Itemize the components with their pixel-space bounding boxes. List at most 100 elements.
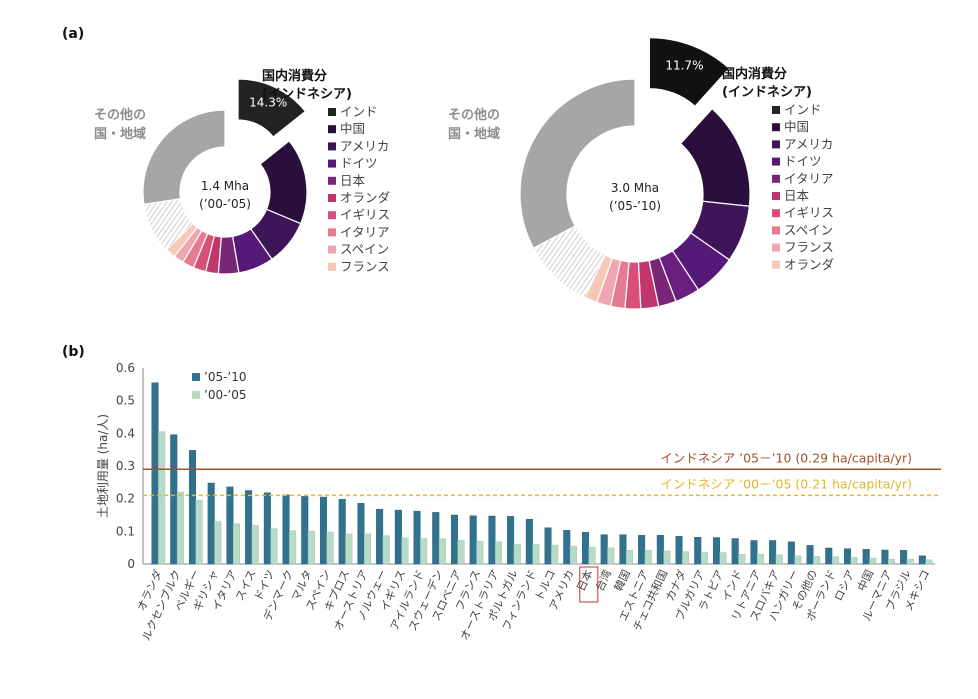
bar [600,534,608,565]
legend-swatch [772,140,780,149]
legend-label: スペイン [784,222,833,237]
legend-swatch [772,260,780,269]
legend-label: イタリア [340,224,390,239]
bar [719,552,727,565]
bar [787,541,795,565]
y-tick-label: 0.5 [116,394,135,408]
domestic-label: (インドネシア) [722,85,812,100]
bar [581,532,589,565]
domestic-label: 国内消費分 [722,66,787,82]
center-label: (’00-’05) [199,197,251,211]
bar [862,549,870,565]
bar [251,525,259,565]
bar [469,515,477,565]
bar [151,382,159,565]
bar [825,547,833,565]
domestic-label: 国内消費分 [262,68,327,84]
legend-label: イギリス [784,205,834,220]
legend-label: アメリカ [784,136,833,151]
bar [644,550,652,565]
y-tick-label: 0.1 [116,524,135,538]
y-axis-label: 土地利用量 (ha/人) [96,414,110,518]
legend-label: 日本 [784,188,810,203]
bar [270,528,278,565]
bar [544,527,552,565]
bar [357,503,365,565]
legend-swatch [192,373,200,381]
donut-chart-00-05: 14.3% 1.4 Mha (’00-’05) 国内消費分 (インドネシア) その他の国・… [94,68,390,275]
bar [569,545,577,565]
panel-a-label: (a) [62,26,84,42]
center-label: (’05-’10) [609,199,661,213]
legend-label: ドイツ [784,154,822,169]
bar [881,549,889,565]
bar [495,541,503,565]
bar [626,550,634,565]
bar [906,558,914,565]
bar [675,536,683,565]
bar [588,546,596,565]
legend-swatch [192,391,200,399]
y-tick-label: 0.2 [116,492,135,506]
bar [188,450,196,565]
domestic-share-label: 14.3% [249,95,287,109]
legend-label: イギリス [340,207,390,222]
legend-label: ’05-’10 [204,370,247,384]
domestic-label: (インドネシア) [262,87,352,102]
bar [638,535,646,565]
legend-swatch [772,157,780,166]
legend-swatch [328,108,336,116]
legend-label: オランダ [784,257,834,272]
bar [563,530,571,565]
bar [532,544,540,565]
bar [925,559,933,565]
legend-label: オランダ [340,190,390,205]
legend-swatch [328,159,336,168]
legend-swatch [772,226,780,235]
bar [195,500,203,565]
legend-label: インド [784,102,822,117]
bar [869,557,877,565]
bar [319,496,327,565]
donut-slice [142,109,226,206]
bar [420,538,428,565]
bar [813,555,821,565]
legend-label: アメリカ [340,138,389,153]
y-tick-label: 0.6 [116,361,135,375]
donut-chart-05-10: 11.7% 3.0 Mha (’05-’10) 国内消費分 (インドネシア) その他の国・… [448,37,834,310]
bar [888,558,896,565]
legend-label: イタリア [784,171,834,186]
bar [214,521,222,565]
bar [488,515,496,565]
bar [750,540,758,565]
bar [757,554,765,565]
legend-swatch [772,209,780,218]
legend-label: インド [340,104,378,119]
legend-label: フランス [340,259,390,274]
legend-label: ドイツ [340,156,378,171]
legend-swatch [328,194,336,202]
bar [457,539,465,565]
legend-swatch [328,125,336,134]
domestic-share-label: 11.7% [665,59,703,73]
bar [413,510,421,565]
bar [738,554,746,565]
legend-swatch [772,123,780,132]
bar [850,557,858,565]
bar [843,548,851,565]
bar [607,547,615,565]
legend-swatch [772,106,780,114]
bar [619,534,627,565]
bar [513,544,521,565]
bar [525,519,533,565]
bar [794,555,802,565]
legend-label: フランス [784,240,834,255]
bar [507,516,515,565]
bar [245,490,253,565]
bar [263,492,271,565]
bar [806,545,814,565]
bar [438,538,446,565]
bar [551,544,559,565]
others-label: 国・地域 [448,126,500,142]
